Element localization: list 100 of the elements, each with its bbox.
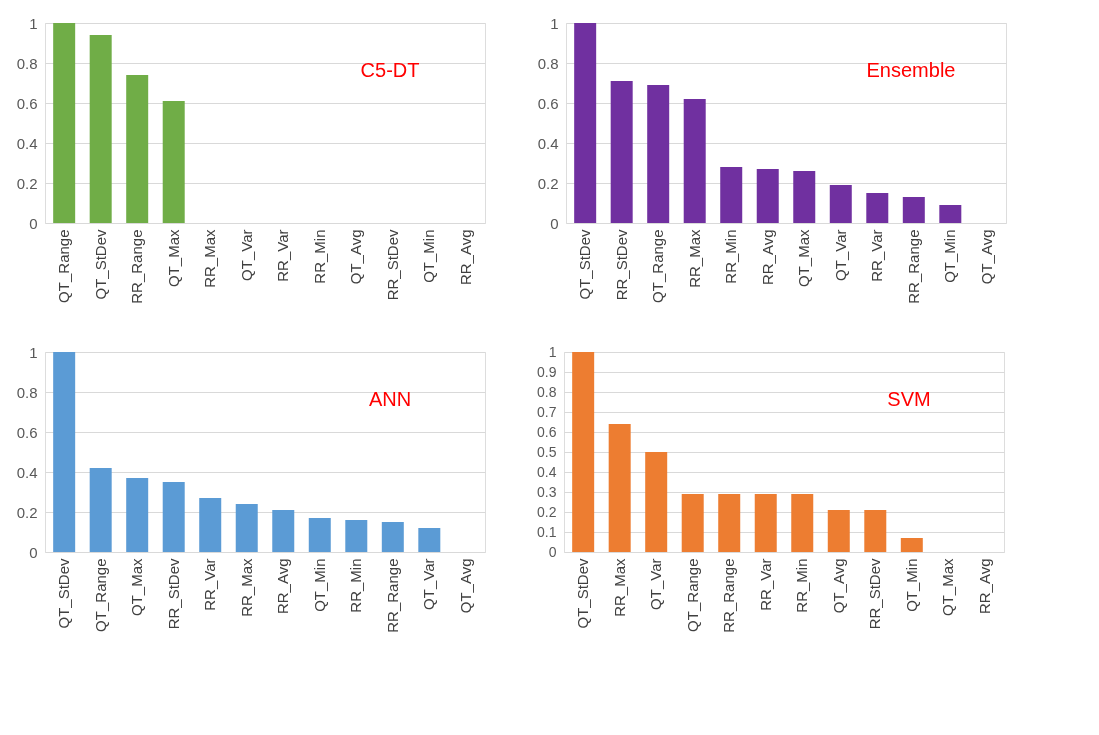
x-tick-label: QT_Avg [977, 229, 995, 285]
x-tick-label: RR_StDev [866, 558, 884, 630]
y-tick-label: 0.2 [537, 503, 557, 520]
bar [864, 510, 887, 552]
bar [610, 81, 633, 223]
bar [683, 99, 706, 223]
x-tick-label: RR_StDev [164, 558, 182, 630]
x-tick-label: RR_Max [237, 558, 255, 617]
x-tick-label: QT_Max [795, 229, 813, 288]
x-tick-label: RR_Min [310, 229, 328, 284]
x-tick-label: QT_Var [237, 229, 255, 281]
text: C5-DT [360, 59, 420, 81]
x-tick-label: QT_Var [647, 558, 665, 610]
y-tick-label: 1 [29, 14, 38, 32]
y-tick-label: 0.2 [16, 174, 38, 192]
y-tick-label: 1 [550, 14, 559, 32]
y-tick-label: 0.8 [537, 383, 557, 400]
x-tick-label: QT_Range [55, 229, 73, 303]
y-tick-label: 0.9 [537, 363, 557, 380]
y-tick-label: 0.4 [16, 463, 38, 481]
y-tick-label: 0 [550, 214, 559, 232]
x-tick-label: RR_Avg [274, 558, 292, 615]
x-tick-label: QT_Range [91, 558, 109, 632]
x-tick-label: RR_Range [383, 558, 401, 633]
x-tick-label: QT_Min [310, 558, 328, 612]
x-tick-label: QT_Min [420, 229, 438, 283]
bar [199, 498, 222, 552]
bar [53, 352, 76, 552]
x-tick-label: QT_Avg [829, 558, 847, 614]
bar [126, 75, 149, 223]
bar [866, 193, 889, 223]
text: Ensemble [866, 59, 956, 81]
bar [829, 185, 852, 223]
x-tick-label: RR_Min [793, 558, 811, 613]
y-tick-label: 0.8 [16, 383, 38, 401]
x-tick-label: RR_Range [128, 229, 146, 304]
y-tick-label: 0.4 [537, 134, 559, 152]
bar [791, 494, 814, 552]
x-tick-label: RR_Range [904, 229, 922, 304]
bar [162, 101, 185, 223]
x-tick-label: QT_Range [683, 558, 701, 632]
x-tick-label: QT_Min [941, 229, 959, 283]
bar [681, 494, 704, 552]
y-tick-label: 0.2 [16, 503, 38, 521]
y-tick-label: 0.7 [537, 403, 557, 420]
y-tick-label: 0.6 [16, 423, 38, 441]
bar [308, 518, 331, 552]
x-tick-label: QT_Max [128, 558, 146, 617]
x-tick-label: QT_Range [649, 229, 667, 303]
x-tick-label: RR_Avg [975, 558, 993, 615]
y-tick-label: 0.6 [537, 94, 559, 112]
bar [418, 528, 441, 552]
bar [345, 520, 368, 552]
bar [89, 468, 112, 552]
bar [756, 169, 779, 223]
y-tick-label: 0.6 [537, 423, 557, 440]
bar [608, 424, 631, 552]
x-tick-label: QT_Max [939, 558, 957, 617]
x-tick-label: RR_Max [201, 229, 219, 288]
y-tick-label: 0.3 [537, 483, 557, 500]
x-tick-label: QT_Var [420, 558, 438, 610]
bar [900, 538, 923, 552]
bar [162, 482, 185, 552]
x-tick-label: RR_StDev [383, 229, 401, 301]
x-tick-label: RR_Var [868, 229, 886, 282]
x-tick-label: RR_Var [201, 558, 219, 611]
x-tick-label: QT_Max [164, 229, 182, 288]
bar [574, 23, 597, 223]
bar [572, 352, 595, 552]
x-tick-label: QT_Min [902, 558, 920, 612]
y-tick-label: 0.8 [16, 54, 38, 72]
y-tick-label: 0.4 [16, 134, 38, 152]
x-tick-label: RR_StDev [612, 229, 630, 301]
x-tick-label: RR_Max [685, 229, 703, 288]
bar [720, 167, 743, 223]
x-tick-label: RR_Min [347, 558, 365, 613]
y-tick-label: 1 [29, 343, 38, 361]
bar [939, 205, 962, 223]
bar [645, 452, 668, 552]
x-tick-label: QT_StDev [574, 558, 592, 629]
y-tick-label: 0 [548, 543, 557, 560]
x-tick-label: RR_Max [610, 558, 628, 617]
bar [827, 510, 850, 552]
y-tick-label: 0.4 [537, 463, 557, 480]
bar [754, 494, 777, 552]
bar [793, 171, 816, 223]
y-tick-label: 1 [548, 343, 557, 360]
y-tick-label: 0.2 [537, 174, 559, 192]
x-tick-label: RR_Avg [456, 229, 474, 286]
bar [126, 478, 149, 552]
y-tick-label: 0 [29, 214, 38, 232]
bar [902, 197, 925, 223]
bar [718, 494, 741, 552]
x-tick-label: RR_Var [274, 229, 292, 282]
y-tick-label: 0.5 [537, 443, 557, 460]
x-tick-label: RR_Min [722, 229, 740, 284]
x-tick-label: QT_Avg [456, 558, 474, 614]
bar [272, 510, 295, 552]
bar [647, 85, 670, 223]
text: ANN [368, 388, 412, 410]
